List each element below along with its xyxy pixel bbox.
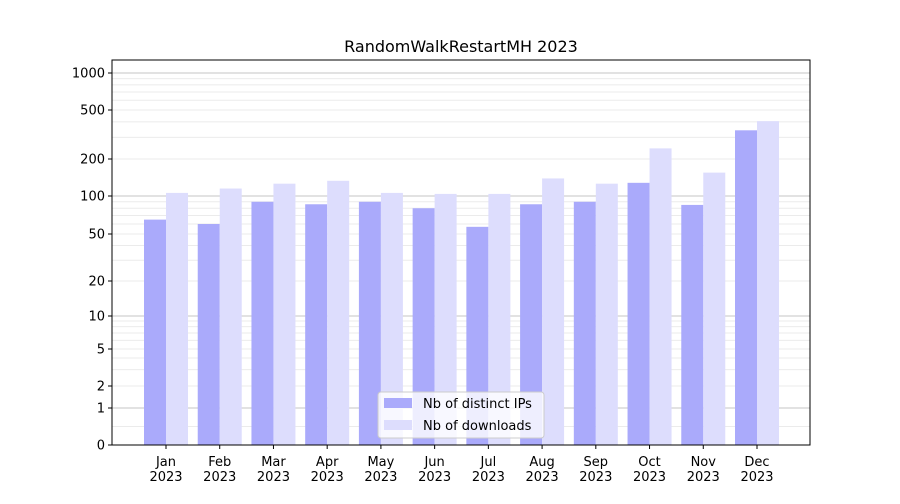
y-axis-ticks: 0 1 2 5 10 20 50 100 200 500 1000 bbox=[72, 67, 112, 454]
bar-downloads bbox=[219, 188, 242, 445]
x-tick-label: Oct 2023 bbox=[633, 455, 666, 485]
x-tick-label: Jul 2023 bbox=[472, 455, 505, 485]
x-tick-label: Aug 2023 bbox=[526, 455, 559, 485]
bar-distinct-ips bbox=[358, 201, 381, 445]
bar-downloads bbox=[327, 180, 350, 445]
bar-distinct-ips bbox=[305, 204, 328, 445]
y-tick-label: 0 bbox=[97, 439, 105, 454]
x-tick-label: Dec 2023 bbox=[740, 455, 773, 485]
x-tick-label: Mar 2023 bbox=[257, 455, 290, 485]
bar-distinct-ips bbox=[466, 226, 489, 445]
bars bbox=[144, 121, 779, 445]
bar-distinct-ips bbox=[197, 224, 220, 445]
bar-distinct-ips bbox=[251, 201, 274, 445]
y-tick-label: 100 bbox=[80, 190, 105, 205]
bar-downloads bbox=[166, 192, 188, 445]
bar-downloads bbox=[434, 193, 457, 445]
bar-distinct-ips bbox=[735, 130, 757, 445]
y-tick-label: 500 bbox=[80, 104, 105, 119]
x-axis-ticks: Jan 2023 Feb 2023 Mar 2023 Apr 2023 May 2023 Jun 20… bbox=[149, 445, 774, 485]
bar-downloads bbox=[757, 121, 779, 445]
bar-distinct-ips bbox=[627, 182, 650, 445]
x-tick-label: Jan 2023 bbox=[149, 455, 182, 485]
bar-distinct-ips bbox=[520, 204, 543, 445]
bar-distinct-ips bbox=[412, 208, 435, 445]
legend: Nb of distinct IPs Nb of downloads bbox=[377, 391, 545, 439]
legend-label-downloads: Nb of downloads bbox=[423, 419, 532, 434]
legend-swatch-distinct-ips bbox=[384, 398, 412, 408]
y-tick-label: 20 bbox=[88, 275, 105, 290]
plot-frame bbox=[111, 59, 811, 446]
x-tick-label: Apr 2023 bbox=[311, 455, 344, 485]
legend-box bbox=[377, 391, 545, 439]
bar-distinct-ips bbox=[681, 204, 704, 445]
y-tick-label: 1 bbox=[97, 402, 105, 417]
y-tick-label: 1000 bbox=[72, 67, 105, 82]
x-tick-label: Nov 2023 bbox=[687, 455, 720, 485]
y-tick-label: 5 bbox=[97, 343, 105, 358]
x-tick-label: Feb 2023 bbox=[203, 455, 236, 485]
x-tick-label: Jun 2023 bbox=[418, 455, 451, 485]
bar-downloads bbox=[595, 183, 618, 445]
bar-distinct-ips bbox=[144, 219, 166, 445]
legend-swatch-downloads bbox=[384, 420, 412, 430]
x-tick-label: May 2023 bbox=[364, 455, 397, 485]
bar-downloads bbox=[703, 172, 726, 445]
bar-downloads bbox=[649, 148, 672, 445]
x-tick-label: Sep 2023 bbox=[579, 455, 612, 485]
bar-downloads bbox=[273, 183, 296, 445]
y-tick-label: 2 bbox=[97, 380, 105, 395]
bar-downloads bbox=[488, 193, 511, 445]
bar-downloads bbox=[542, 178, 565, 445]
y-tick-label: 10 bbox=[88, 310, 105, 325]
chart-title: RandomWalkRestartMH 2023 bbox=[344, 37, 578, 56]
y-tick-label: 200 bbox=[80, 153, 105, 168]
y-tick-label: 50 bbox=[88, 228, 105, 243]
legend-label-distinct-ips: Nb of distinct IPs bbox=[423, 397, 532, 412]
bar-downloads bbox=[380, 192, 403, 445]
bar-distinct-ips bbox=[573, 201, 596, 445]
